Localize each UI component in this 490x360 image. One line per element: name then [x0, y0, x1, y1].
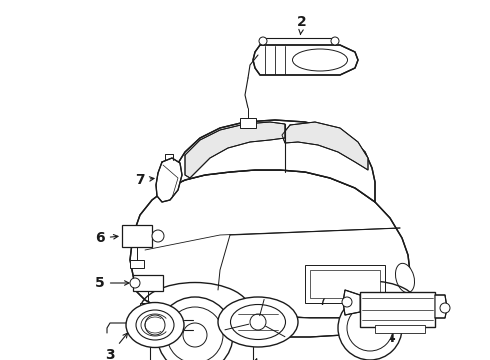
Text: 1: 1: [245, 359, 257, 360]
Polygon shape: [155, 300, 410, 337]
Circle shape: [183, 323, 207, 347]
Circle shape: [338, 296, 402, 360]
Bar: [140, 303, 156, 313]
Text: 6: 6: [95, 231, 118, 245]
Circle shape: [250, 314, 266, 330]
Ellipse shape: [126, 302, 184, 347]
Ellipse shape: [218, 297, 298, 347]
Polygon shape: [435, 295, 447, 318]
Bar: [133, 275, 163, 291]
Bar: [360, 292, 435, 327]
Ellipse shape: [136, 310, 174, 340]
Circle shape: [259, 37, 267, 45]
Polygon shape: [253, 45, 358, 75]
Polygon shape: [130, 170, 410, 318]
Circle shape: [145, 315, 165, 335]
Bar: [375, 325, 425, 333]
Circle shape: [342, 297, 352, 307]
Ellipse shape: [230, 305, 286, 339]
Polygon shape: [156, 158, 182, 202]
Text: 5: 5: [95, 276, 129, 290]
Bar: [240, 118, 256, 128]
Circle shape: [152, 230, 164, 242]
Bar: [305, 265, 385, 303]
Polygon shape: [168, 120, 375, 202]
Circle shape: [347, 305, 393, 351]
Text: 2: 2: [297, 15, 307, 35]
Text: 3: 3: [105, 333, 127, 360]
Ellipse shape: [395, 263, 415, 293]
Ellipse shape: [293, 49, 347, 71]
Bar: [130, 260, 144, 268]
Polygon shape: [282, 122, 368, 170]
Circle shape: [331, 37, 339, 45]
Circle shape: [440, 303, 450, 313]
Circle shape: [157, 297, 233, 360]
Circle shape: [130, 278, 140, 288]
Bar: [122, 225, 152, 247]
Polygon shape: [185, 122, 285, 178]
Text: 4: 4: [385, 328, 399, 345]
Circle shape: [167, 307, 223, 360]
Bar: [310, 270, 380, 298]
Text: 7: 7: [135, 173, 154, 187]
Polygon shape: [343, 290, 360, 315]
